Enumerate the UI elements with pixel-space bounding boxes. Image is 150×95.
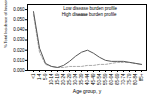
svg-text:% Total Incidence of Invasive: % Total Incidence of Invasive Disease [3, 0, 8, 48]
svg-text:0.060: 0.060 [13, 7, 25, 12]
svg-text:55-59: 55-59 [103, 73, 108, 85]
svg-text:0.040: 0.040 [13, 27, 25, 32]
svg-text:0.020: 0.020 [13, 48, 25, 53]
svg-text:30-34: 30-34 [73, 73, 78, 85]
svg-text:<1: <1 [31, 73, 36, 79]
svg-text:75-79: 75-79 [127, 73, 132, 85]
svg-text:25-29: 25-29 [67, 73, 72, 85]
svg-text:15-19: 15-19 [55, 73, 60, 85]
svg-text:60-64: 60-64 [109, 73, 114, 85]
svg-text:80-84: 80-84 [133, 73, 138, 85]
svg-text:45-49: 45-49 [91, 73, 96, 85]
svg-text:Low disease burden profile: Low disease burden profile [63, 6, 117, 11]
svg-text:70-74: 70-74 [121, 73, 126, 85]
svg-text:5-9: 5-9 [43, 73, 48, 80]
svg-text:50-54: 50-54 [97, 73, 102, 85]
svg-text:1-4: 1-4 [37, 73, 42, 80]
svg-text:0.010: 0.010 [13, 58, 25, 63]
svg-text:0.000: 0.000 [13, 68, 25, 73]
svg-text:40-44: 40-44 [85, 73, 90, 85]
svg-text:20-24: 20-24 [61, 73, 66, 85]
svg-text:0.030: 0.030 [13, 37, 25, 42]
svg-text:0.050: 0.050 [13, 17, 25, 22]
svg-text:High disease burden profile: High disease burden profile [62, 12, 117, 17]
svg-text:85+: 85+ [139, 73, 144, 81]
svg-text:10-14: 10-14 [49, 73, 54, 85]
svg-text:65-69: 65-69 [115, 73, 120, 85]
svg-text:35-39: 35-39 [79, 73, 84, 85]
svg-text:Age group, y: Age group, y [73, 88, 102, 94]
